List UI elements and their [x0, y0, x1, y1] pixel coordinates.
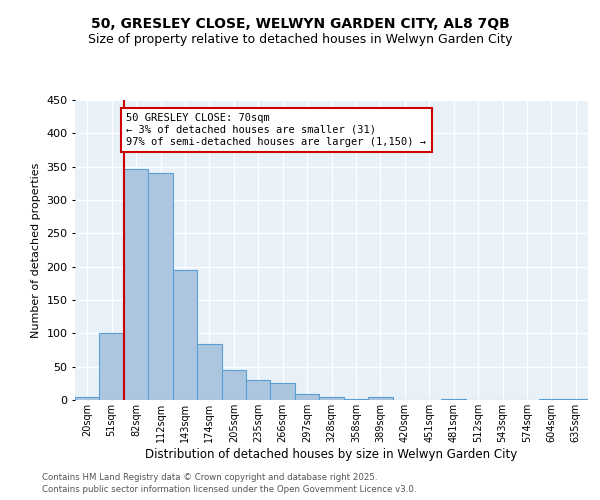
- Bar: [124, 168, 148, 400]
- Text: Contains HM Land Registry data © Crown copyright and database right 2025.: Contains HM Land Registry data © Crown c…: [42, 472, 377, 482]
- Bar: [173, 270, 197, 400]
- Bar: [197, 344, 221, 400]
- Text: Contains public sector information licensed under the Open Government Licence v3: Contains public sector information licen…: [42, 485, 416, 494]
- Bar: [100, 334, 124, 400]
- Bar: [271, 384, 295, 400]
- Bar: [221, 370, 246, 400]
- Bar: [563, 398, 588, 400]
- Bar: [75, 396, 100, 400]
- Text: Size of property relative to detached houses in Welwyn Garden City: Size of property relative to detached ho…: [88, 32, 512, 46]
- Bar: [368, 396, 392, 400]
- Bar: [319, 396, 344, 400]
- Bar: [539, 398, 563, 400]
- Text: 50 GRESLEY CLOSE: 70sqm
← 3% of detached houses are smaller (31)
97% of semi-det: 50 GRESLEY CLOSE: 70sqm ← 3% of detached…: [127, 114, 426, 146]
- X-axis label: Distribution of detached houses by size in Welwyn Garden City: Distribution of detached houses by size …: [145, 448, 518, 460]
- Text: 50, GRESLEY CLOSE, WELWYN GARDEN CITY, AL8 7QB: 50, GRESLEY CLOSE, WELWYN GARDEN CITY, A…: [91, 18, 509, 32]
- Bar: [246, 380, 271, 400]
- Bar: [295, 394, 319, 400]
- Bar: [442, 398, 466, 400]
- Bar: [148, 174, 173, 400]
- Bar: [344, 398, 368, 400]
- Y-axis label: Number of detached properties: Number of detached properties: [31, 162, 41, 338]
